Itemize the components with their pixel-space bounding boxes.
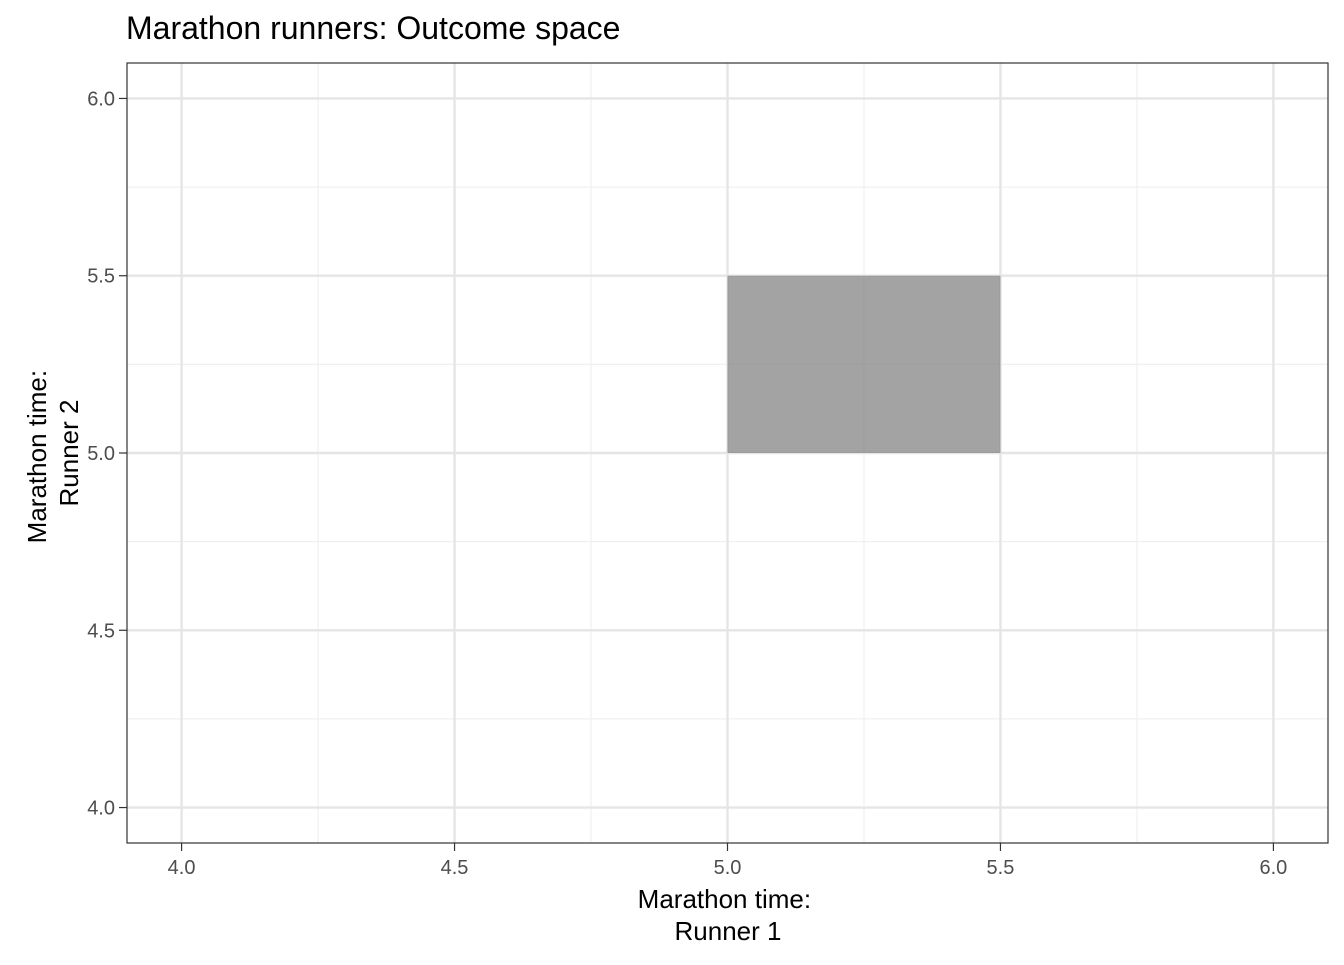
x-tick-label: 4.0 [168,857,196,879]
y-tick-label: 4.0 [87,798,115,820]
y-axis-label: Marathon time: Runner 2 [22,363,84,544]
x-tick-label: 5.0 [714,857,742,879]
y-tick-label: 6.0 [87,88,115,110]
y-tick-label: 4.5 [87,620,115,642]
shaded-outcome-region [727,275,1001,453]
y-axis: 4.0 4.5 5.0 5.5 6.0 [87,88,127,820]
chart-title: Marathon runners: Outcome space [126,10,620,46]
x-axis-label-line-1: Marathon time: [638,884,811,914]
x-tick-label: 6.0 [1260,857,1288,879]
x-tick-label: 5.5 [987,857,1015,879]
y-axis-label-line-1: Marathon time: [22,370,52,543]
x-axis: 4.0 4.5 5.0 5.5 6.0 [168,843,1288,879]
x-axis-label: Marathon time: Runner 1 [638,884,819,946]
shaded-region-layer [727,275,1001,453]
y-tick-label: 5.0 [87,443,115,465]
y-axis-label-line-2: Runner 2 [54,400,84,507]
x-axis-label-line-2: Runner 1 [675,916,782,946]
y-tick-label: 5.5 [87,266,115,288]
x-tick-label: 4.5 [441,857,469,879]
